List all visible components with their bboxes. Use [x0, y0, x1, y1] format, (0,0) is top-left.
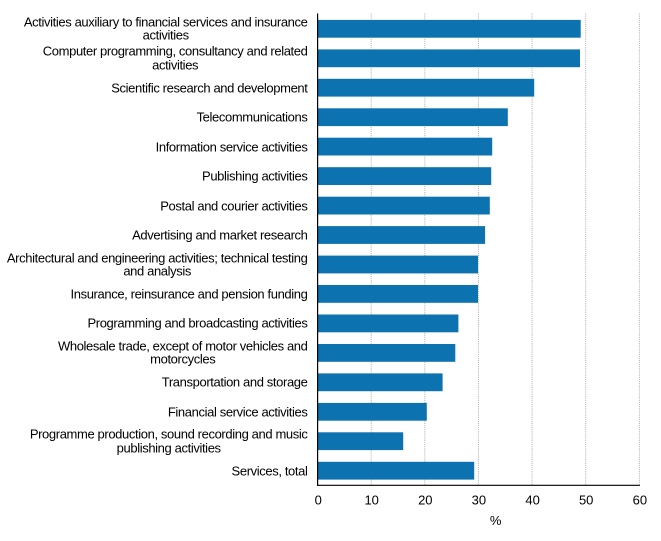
svg-text:60: 60	[633, 493, 647, 508]
svg-text:0: 0	[315, 493, 322, 508]
svg-text:50: 50	[579, 493, 593, 508]
svg-text:40: 40	[525, 493, 539, 508]
svg-text:%: %	[490, 513, 502, 528]
svg-text:30: 30	[472, 493, 486, 508]
svg-text:20: 20	[418, 493, 432, 508]
svg-text:10: 10	[364, 493, 378, 508]
